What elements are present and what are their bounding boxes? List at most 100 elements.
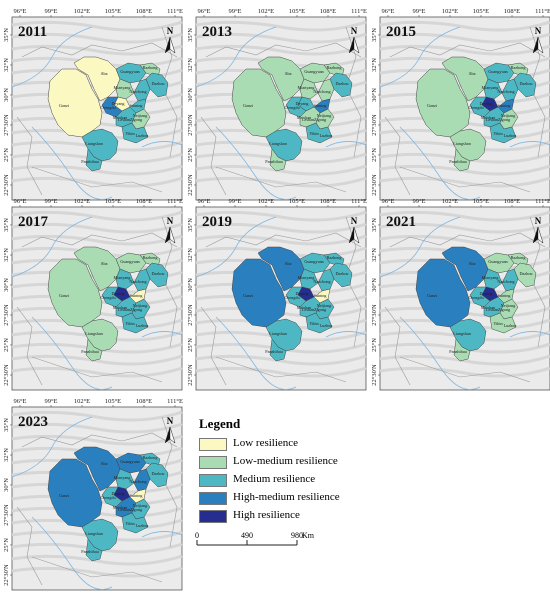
province-border: [389, 232, 546, 248]
terrain-shading: [11, 44, 183, 56]
river: [31, 516, 113, 590]
region-ganzi: [47, 68, 103, 138]
place-label: Aba: [285, 261, 292, 266]
place-label: Panzhihua: [265, 349, 283, 354]
place-label: Ganzi: [59, 293, 70, 298]
terrain-shading: [11, 354, 183, 366]
legend-title: Legend: [199, 416, 241, 431]
region-yibin: [121, 312, 149, 334]
place-label: Liangshan: [85, 141, 103, 146]
place-label: Bazhong: [143, 65, 159, 70]
map-frame: Aba Ganzi Liangshan Panzhihua GuangyuanBazho…: [187, 198, 367, 391]
river: [399, 316, 481, 390]
lon-tick-label: 102°E: [74, 198, 90, 205]
region-ganzi: [47, 258, 103, 328]
place-label: Bazhong: [327, 65, 343, 70]
lon-tick-label: 102°E: [258, 8, 274, 15]
place-label: Deyang: [111, 101, 125, 106]
lat-tick-label: 22°30'N: [3, 564, 10, 586]
north-label: N: [351, 216, 358, 226]
region-panzhihua: [85, 338, 103, 362]
river: [325, 331, 367, 338]
river: [215, 316, 297, 390]
lon-tick-label: 99°E: [412, 8, 425, 15]
place-label: Panzhihua: [81, 349, 99, 354]
map-frame: Aba Ganzi Liangshan Panzhihua GuangyuanBazho…: [3, 398, 183, 591]
terrain-shading: [195, 366, 367, 378]
place-label: Mianyang: [482, 275, 500, 280]
scale-tick-490: 490: [241, 531, 253, 540]
place-label: Zigong: [130, 117, 143, 122]
terrain-shading: [195, 210, 367, 222]
terrain-shading: [379, 234, 550, 246]
north-arrow-icon: [169, 226, 176, 244]
lon-tick-label: 96°E: [13, 398, 26, 405]
place-label: Ganzi: [243, 103, 254, 108]
lat-tick-label: 27°30'N: [187, 114, 194, 136]
lat-tick-label: 30°N: [371, 88, 378, 102]
legend-label: Medium resilience: [233, 473, 316, 485]
lon-tick-label: 105°E: [473, 198, 489, 205]
river: [379, 26, 461, 88]
place-label: Mianyang: [298, 275, 316, 280]
place-label: Guangyuan: [304, 259, 324, 264]
place-label: Panzhihua: [81, 159, 99, 164]
river: [379, 216, 461, 278]
place-label: Yibin: [125, 131, 135, 136]
lon-tick-label: 111°E: [535, 8, 550, 15]
place-label: Suining: [129, 293, 143, 298]
lat-tick-label: 27°30'N: [371, 304, 378, 326]
lon-tick-label: 108°E: [136, 398, 152, 405]
river: [141, 531, 183, 538]
place-label: Chengdu: [100, 295, 116, 300]
place-label: Leshan: [486, 307, 499, 312]
map-panel-2017: Aba Ganzi Liangshan Panzhihua Guangyuan Bazho…: [3, 198, 183, 391]
place-label: Bazhong: [143, 455, 159, 460]
lat-tick-label: 32°N: [187, 58, 194, 72]
river: [11, 416, 93, 478]
lon-tick-label: 111°E: [351, 8, 367, 15]
place-label: Suining: [129, 103, 143, 108]
lat-tick-label: 25°N: [371, 148, 378, 162]
place-label: Liangshan: [453, 141, 471, 146]
province-border: [384, 306, 411, 386]
place-label: Zigong: [314, 117, 327, 122]
place-label: Panzhihua: [81, 549, 99, 554]
terrain-shading: [379, 222, 550, 234]
place-label: Mianyang: [482, 85, 500, 90]
place-label: Nanchong: [313, 279, 331, 284]
lat-tick-label: 35°N: [371, 218, 378, 232]
terrain-shading: [379, 164, 550, 176]
place-label: Leshan: [302, 307, 315, 312]
lat-tick-label: 22°30'N: [371, 364, 378, 386]
place-label: Zigong: [498, 307, 511, 312]
province-border: [384, 116, 411, 196]
map-panel-2019: Aba Ganzi Liangshan Panzhihua Guangyuan Bazho…: [187, 198, 367, 391]
lat-tick-label: 22°30'N: [3, 364, 10, 386]
region-ganzi: [47, 458, 103, 528]
province-border: [21, 232, 178, 248]
lon-tick-label: 99°E: [412, 198, 425, 205]
lon-tick-label: 99°E: [228, 8, 241, 15]
legend-swatch: [199, 492, 227, 505]
lon-tick-label: 99°E: [228, 198, 241, 205]
region-panzhihua: [269, 338, 287, 362]
lon-tick-label: 105°E: [473, 8, 489, 15]
place-label: Deyang: [111, 491, 125, 496]
terrain-shading: [379, 20, 550, 32]
north-arrow-icon: [169, 36, 176, 54]
region-panzhihua: [85, 148, 103, 172]
lat-tick-label: 35°N: [3, 218, 10, 232]
lon-tick-label: 105°E: [289, 8, 305, 15]
terrain-shading: [195, 32, 367, 44]
lon-tick-label: 111°E: [167, 8, 183, 15]
north-label: N: [167, 216, 174, 226]
region-yibin: [489, 122, 517, 144]
terrain-shading: [379, 176, 550, 188]
province-border: [16, 306, 43, 386]
place-label: Nanchong: [129, 89, 147, 94]
place-label: Dazhou: [335, 81, 349, 86]
north-label: N: [167, 26, 174, 36]
place-label: Meishan: [113, 305, 128, 310]
legend: Legend Low resilience Low-medium resilien…: [195, 412, 535, 582]
